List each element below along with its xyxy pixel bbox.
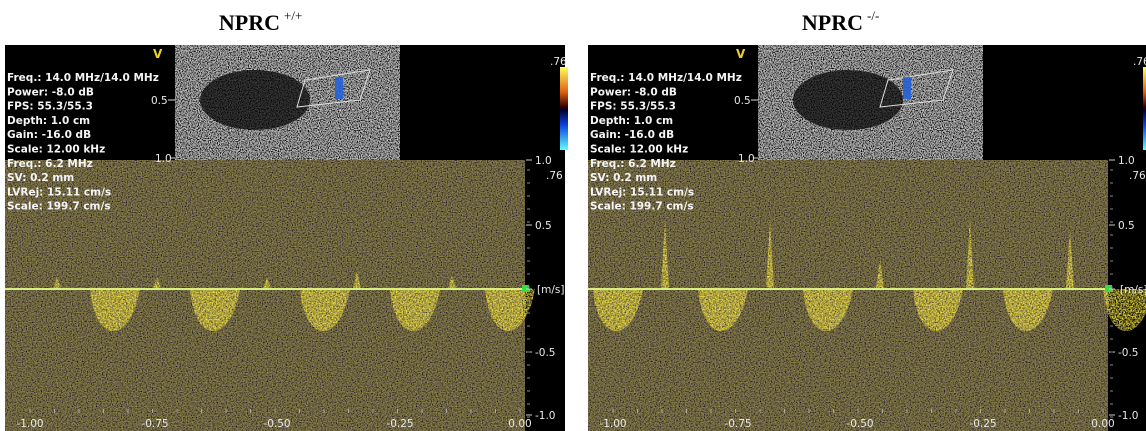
time-label: -0.25 — [386, 418, 413, 430]
time-label: 0.00 — [508, 418, 531, 430]
time-label: -0.50 — [263, 418, 290, 430]
depth-label: 0.5 — [734, 95, 751, 107]
vessel — [200, 70, 310, 130]
ultrasound-panel: .76 .76 V 0.5 1.0 Freq.: 14.0 MHz/14.0 MHz Pow… — [5, 45, 568, 431]
time-label: -1.00 — [16, 418, 43, 430]
time-label: -0.75 — [724, 418, 751, 430]
velocity-label: -0.5 — [535, 347, 556, 359]
depth-label: 1.0 — [155, 153, 172, 165]
genotype: +/+ — [284, 8, 302, 23]
genotype: -/- — [867, 8, 879, 23]
info-line: Scale: 199.7 cm/s — [590, 201, 694, 213]
velocity-label: [m/s] — [1120, 284, 1146, 296]
color-scale-top: .76 — [1133, 56, 1146, 68]
info-line: LVRej: 15.11 cm/s — [7, 186, 111, 198]
depth-label: 1.0 — [738, 153, 755, 165]
info-line: Gain: -16.0 dB — [590, 129, 674, 141]
mode-marker: V — [153, 47, 163, 61]
info-line: SV: 0.2 mm — [590, 172, 657, 184]
color-scale-top: .76 — [550, 56, 567, 68]
info-line: Freq.: 6.2 MHz — [590, 158, 676, 170]
info-line: FPS: 55.3/55.3 — [590, 101, 676, 113]
info-line: Freq.: 14.0 MHz/14.0 MHz — [7, 72, 159, 84]
velocity-label: 1.0 — [1118, 155, 1135, 167]
info-line: Freq.: 14.0 MHz/14.0 MHz — [590, 72, 742, 84]
panel-title: NPRC — [802, 10, 863, 35]
info-line: Depth: 1.0 cm — [590, 115, 673, 127]
color-scale-bottom: .76 — [1129, 170, 1146, 182]
color-flow — [335, 77, 343, 99]
info-line: FPS: 55.3/55.3 — [7, 101, 93, 113]
figure: NPRC +/+ .76 .76 V 0.5 1.0 Freq.: 14.0 MHz/14.0… — [0, 0, 1146, 431]
velocity-label: -1.0 — [535, 410, 556, 422]
ultrasound-panel: .76 .76 V 0.5 1.0 Freq.: 14.0 MHz/14.0 MHz Pow… — [556, 45, 1146, 431]
time-label: 0.00 — [1091, 418, 1114, 430]
mode-marker: V — [736, 47, 746, 61]
info-line: Depth: 1.0 cm — [7, 115, 90, 127]
panel-body: .76 .76 V 0.5 1.0 Freq.: 14.0 MHz/14.0 MHz Pow… — [5, 45, 568, 431]
info-line: Scale: 12.00 kHz — [7, 144, 105, 156]
depth-label: 0.5 — [151, 95, 168, 107]
velocity-label: 0.5 — [1118, 220, 1135, 232]
color-flow — [903, 77, 911, 99]
velocity-label: -1.0 — [1118, 410, 1139, 422]
time-label: -0.75 — [141, 418, 168, 430]
info-line: SV: 0.2 mm — [7, 172, 74, 184]
info-line: LVRej: 15.11 cm/s — [590, 186, 694, 198]
velocity-label: [m/s] — [537, 284, 564, 296]
vessel — [793, 70, 903, 130]
info-line: Power: -8.0 dB — [590, 86, 677, 98]
info-line: Scale: 12.00 kHz — [590, 144, 688, 156]
color-scale-bottom: .76 — [546, 170, 563, 182]
velocity-label: 0.5 — [535, 220, 552, 232]
panel-title: NPRC — [219, 10, 280, 35]
info-line: Gain: -16.0 dB — [7, 129, 91, 141]
color-bar — [560, 67, 568, 150]
panel-body: .76 .76 V 0.5 1.0 Freq.: 14.0 MHz/14.0 MHz Pow… — [556, 45, 1146, 431]
velocity-label: -0.5 — [1118, 347, 1139, 359]
info-line: Scale: 199.7 cm/s — [7, 201, 111, 213]
time-label: -0.50 — [846, 418, 873, 430]
time-label: -0.25 — [969, 418, 996, 430]
velocity-label: 1.0 — [535, 155, 552, 167]
info-line: Freq.: 6.2 MHz — [7, 158, 93, 170]
info-line: Power: -8.0 dB — [7, 86, 94, 98]
time-label: -1.00 — [599, 418, 626, 430]
